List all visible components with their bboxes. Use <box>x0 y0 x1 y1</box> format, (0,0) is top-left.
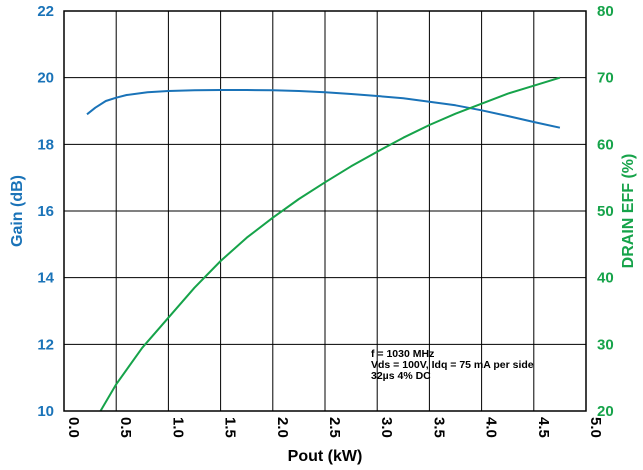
annotation-line: Vds = 100V, Idq = 75 mA per side <box>371 359 534 371</box>
right-tick-label: 40 <box>597 270 614 287</box>
annotation-line: f = 1030 MHz <box>371 348 434 360</box>
x-tick-label: 1.5 <box>222 417 239 438</box>
x-tick-label: 2.5 <box>326 417 343 438</box>
left-tick-label: 16 <box>37 203 54 220</box>
series-lines <box>86 76 561 412</box>
left-tick-label: 20 <box>37 70 54 87</box>
x-tick-label: 3.0 <box>378 417 395 438</box>
left-tick-label: 22 <box>37 3 54 20</box>
x-tick-label: 4.5 <box>535 417 552 438</box>
x-axis-title: Pout (kW) <box>288 448 363 465</box>
x-tick-label: 0.5 <box>117 417 134 438</box>
right-tick-label: 30 <box>597 336 614 353</box>
x-tick-label: 1.0 <box>169 417 186 438</box>
annotation-line: 32µs 4% DC <box>371 370 431 382</box>
left-tick-label: 12 <box>37 336 54 353</box>
left-tick-label: 14 <box>37 270 54 287</box>
gain-line <box>86 89 561 129</box>
right-tick-label: 60 <box>597 136 614 153</box>
left-tick-label: 18 <box>37 136 54 153</box>
grid <box>63 10 587 412</box>
right-tick-label: 20 <box>597 403 614 420</box>
right-tick-label: 50 <box>597 203 614 220</box>
right-axis-title: DRAIN EFF (%) <box>620 154 637 269</box>
tick-labels: 10 12 14 16 18 20 22 20 30 40 50 60 70 80 0.0 0.5 1.0 1.5… <box>37 3 613 438</box>
x-tick-label: 4.0 <box>483 417 500 438</box>
x-tick-label: 3.5 <box>430 417 447 438</box>
left-tick-label: 10 <box>37 403 54 420</box>
left-axis-title: Gain (dB) <box>9 175 26 247</box>
x-tick-label: 0.0 <box>65 417 82 438</box>
x-tick-label: 5.0 <box>587 417 604 438</box>
drain-eff-line <box>99 76 561 412</box>
right-tick-label: 80 <box>597 3 614 20</box>
x-tick-label: 2.0 <box>274 417 291 438</box>
plot-frame <box>63 10 587 412</box>
right-tick-label: 70 <box>597 70 614 87</box>
